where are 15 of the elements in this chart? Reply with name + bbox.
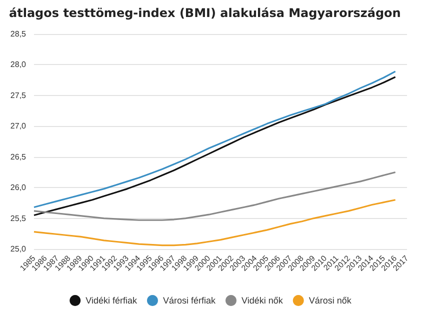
- legend-label: Vidéki férfiak: [86, 296, 138, 306]
- y-tick-label: 25,5: [10, 214, 27, 223]
- y-tick-label: 26,0: [10, 183, 27, 192]
- y-tick-label: 26,5: [10, 152, 27, 162]
- y-tick-label: 28,5: [10, 30, 27, 38]
- line-series: [33, 199, 396, 246]
- line-series: [33, 171, 396, 221]
- y-tick-label: 27,0: [10, 122, 27, 131]
- legend-label: Városi nők: [308, 296, 352, 306]
- y-tick-label: 25,0: [10, 244, 27, 254]
- chart-title: átlagos testtömeg-index (BMI) alakulása Magyarországon: [9, 6, 401, 20]
- legend-label: Városi férfiak: [162, 296, 216, 306]
- y-tick-label: 28,0: [10, 60, 27, 70]
- y-tick-label: 27,5: [10, 90, 27, 100]
- legend-label: Vidéki nők: [242, 296, 284, 306]
